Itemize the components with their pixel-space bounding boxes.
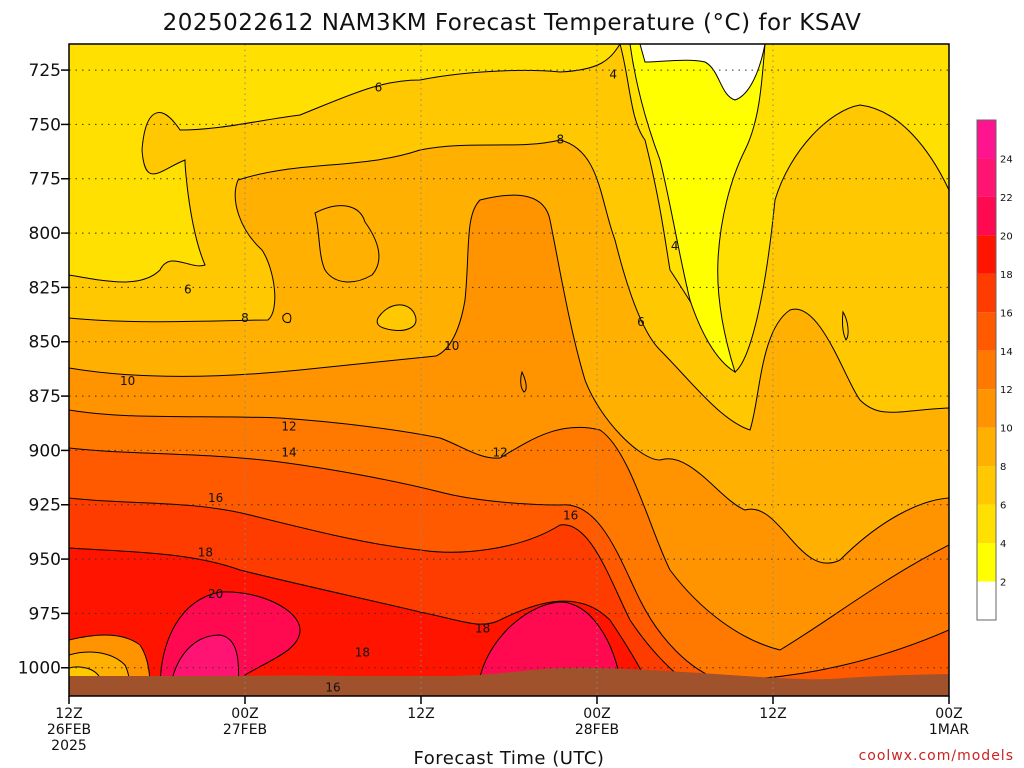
contour-label: 8 [557,133,565,147]
contour-label: 16 [325,680,340,694]
contour-label: 18 [198,546,213,560]
x-tick-label: 00Z [935,706,962,722]
y-tick-label: 925 [29,496,61,516]
x-tick-label: 2025 [51,738,87,754]
contour-label: 6 [184,283,192,297]
y-tick-label: 775 [29,170,61,190]
colorbar-label: 10 [1000,424,1013,435]
contour-label: 20 [208,587,223,601]
colorbar-swatch [977,581,996,620]
y-tick-label: 825 [29,278,61,298]
y-tick-label: 800 [29,224,61,244]
y-tick-label: 1000 [18,659,61,679]
colorbar-swatch [977,158,996,197]
colorbar-swatch [977,273,996,313]
colorbar-label: 24 [1000,154,1013,165]
colorbar-swatch [977,312,996,351]
colorbar-label: 14 [1000,347,1013,358]
island-e [282,312,292,323]
colorbar-swatch [977,504,996,544]
x-tick-label: 00Z [583,706,610,722]
x-tick-label: 12Z [759,706,786,722]
colorbar-label: 16 [1000,308,1013,319]
x-tick-label: 00Z [231,706,258,722]
colorbar-swatch [977,389,996,428]
y-tick-label: 950 [29,550,61,570]
x-tick-label: 26FEB [47,722,91,738]
y-tick-label: 900 [29,441,61,461]
contour-label: 6 [375,80,383,94]
island-d [520,370,527,393]
plot-frame [68,43,950,697]
band-6-left [69,44,621,283]
y-tick-label: 750 [29,115,61,135]
contour-label: 16 [563,509,578,523]
contour-label: 10 [120,374,135,388]
contour-label: 8 [241,311,249,325]
island-b [376,304,417,331]
ground-terrain [69,667,949,696]
colorbar-label: 8 [1000,462,1006,473]
y-tick-label: 875 [29,387,61,407]
colorbar-label: 22 [1000,193,1013,204]
x-tick-label: 28FEB [575,722,619,738]
contour-label: 4 [609,67,617,81]
contour-label: 14 [281,446,296,460]
colorbar-swatch [977,466,996,505]
contour-label: 18 [475,622,490,636]
x-axis-label: Forecast Time (UTC) [414,748,605,768]
y-axis: 725 750 775 800 825 850 875 900 925 950 975 1000 [18,61,69,679]
colorbar-label: 6 [1000,501,1006,512]
band-4 [629,44,766,374]
colorbar-label: 20 [1000,231,1013,242]
y-tick-label: 850 [29,333,61,353]
band-2 [639,44,766,101]
contour-label: 12 [493,446,508,460]
colorbar-swatch [977,350,996,390]
contour-labels: 4 4 6 6 6 8 8 10 10 12 12 14 16 16 18 18 18 20 16 [120,67,679,694]
island-a [314,205,380,283]
colorbar-swatch [977,543,996,582]
colorbar-frame [976,119,997,621]
colorbar-swatch [977,120,996,159]
x-tick-label: 12Z [407,706,434,722]
colorbar-label: 2 [1000,578,1006,589]
contour-label: 6 [637,315,645,329]
colorbar-swatch [977,427,996,467]
credit-text: coolwx.com/models [859,748,1014,764]
plot-area [69,44,949,696]
contour-label: 16 [208,491,223,505]
contour-label: 12 [281,420,296,434]
colorbar-label: 18 [1000,270,1013,281]
y-tick-label: 975 [29,604,61,624]
x-tick-label: 12Z [55,706,82,722]
colorbar-swatch [977,235,996,274]
contour-label: 4 [671,239,679,253]
island-c [841,310,849,341]
x-tick-label: 27FEB [223,722,267,738]
contour-label: 10 [444,339,459,353]
contour-label: 18 [355,646,370,660]
colorbar-swatch [977,196,996,236]
y-tick-label: 725 [29,61,61,81]
chart-title: 2025022612 NAM3KM Forecast Temperature (… [163,10,862,36]
colorbar-label: 12 [1000,385,1013,396]
x-tick-label: 1MAR [929,722,970,738]
colorbar-label: 4 [1000,539,1006,550]
